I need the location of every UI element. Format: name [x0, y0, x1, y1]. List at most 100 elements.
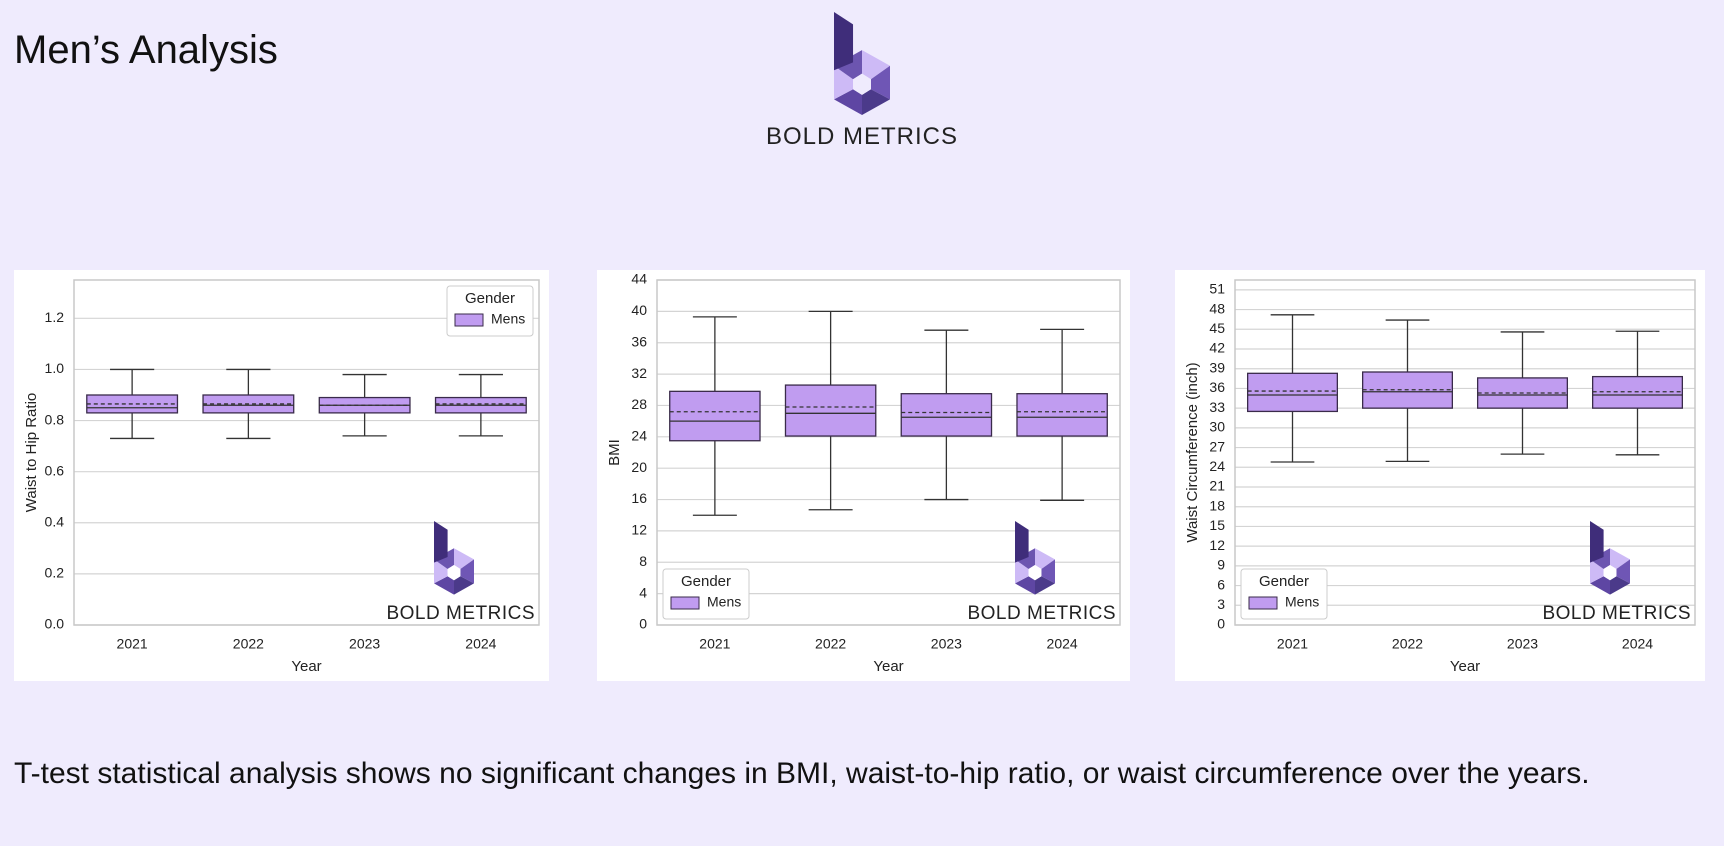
y-tick-label: 28 [631, 396, 647, 412]
legend-label: Mens [707, 594, 741, 610]
logo-shape [853, 73, 871, 95]
y-tick-label: 0.6 [45, 462, 65, 478]
x-tick-label: 2022 [815, 636, 846, 652]
y-tick-label: 16 [631, 490, 647, 506]
box [1591, 375, 1683, 409]
box [669, 390, 761, 442]
logo-shape [454, 576, 474, 595]
y-tick-label: 39 [1209, 359, 1225, 375]
y-tick-label: 27 [1209, 438, 1225, 454]
x-tick-label: 2023 [1507, 636, 1538, 652]
logo: BOLD METRICS [766, 12, 958, 150]
watermark-text: BOLD METRICS [1542, 603, 1691, 624]
logo-shape [1041, 559, 1055, 584]
x-tick-label: 2022 [1392, 636, 1423, 652]
logo-shape [1616, 559, 1630, 584]
chart-panel: 0.0 0.2 0.4 0.6 0.8 1.0 1.2 BOLD METRICS 2021 202… [14, 270, 549, 681]
logo-shape [1590, 576, 1610, 595]
x-tick-label: 2024 [465, 636, 496, 652]
y-tick-label: 0.0 [45, 616, 65, 632]
y-tick-label: 21 [1209, 478, 1225, 494]
logo-text: BOLD METRICS [766, 123, 958, 150]
legend-label: Mens [491, 311, 525, 327]
logo-shape [834, 89, 862, 116]
y-axis-label: Waist Circumference (inch) [1184, 362, 1201, 542]
legend-swatch [1248, 596, 1278, 610]
y-tick-label: 12 [631, 522, 647, 538]
y-tick-label: 40 [631, 302, 647, 318]
y-tick-label: 15 [1209, 517, 1225, 533]
y-tick-label: 36 [1209, 379, 1225, 395]
y-tick-label: 12 [1209, 537, 1225, 553]
y-tick-label: 24 [1209, 458, 1225, 474]
logo-shape [1035, 576, 1055, 595]
y-tick-label: 18 [1209, 497, 1225, 513]
logo-shape [862, 50, 890, 80]
y-tick-label: 48 [1209, 300, 1225, 316]
y-tick-label: 44 [631, 271, 647, 287]
y-tick-label: 0 [1217, 616, 1225, 632]
y-tick-label: 0.4 [45, 513, 65, 529]
x-tick-label: 2024 [1622, 636, 1653, 652]
x-tick-label: 2024 [1047, 636, 1078, 652]
legend-title: Gender [681, 573, 731, 590]
logo-shape [1015, 548, 1035, 569]
x-tick-label: 2023 [931, 636, 962, 652]
legend-title: Gender [465, 290, 515, 307]
box [900, 393, 993, 437]
logo-shape [434, 576, 454, 595]
logo-shape [1028, 565, 1042, 581]
legend-title: Gender [1259, 573, 1309, 590]
x-axis-label: Year [873, 658, 903, 675]
plot-frame [656, 279, 1121, 626]
y-tick-label: 1.0 [45, 360, 65, 376]
watermark-logo [434, 521, 474, 595]
x-tick-label: 2021 [117, 636, 148, 652]
y-tick-label: 32 [631, 365, 647, 381]
logo-shape [1610, 548, 1630, 569]
logo-mark [834, 12, 890, 116]
x-tick-label: 2023 [349, 636, 380, 652]
y-tick-label: 20 [631, 459, 647, 475]
y-tick-label: 1.2 [45, 309, 65, 325]
y-tick-label: 24 [631, 428, 647, 444]
logo-shape [460, 559, 474, 584]
logo-shape [1035, 548, 1055, 569]
y-tick-label: 42 [1209, 340, 1225, 356]
y-tick-label: 3 [1217, 596, 1225, 612]
x-axis-label: Year [291, 658, 321, 675]
logo-shape [1015, 576, 1035, 595]
watermark-text: BOLD METRICS [967, 603, 1116, 624]
logo-shape [1590, 559, 1604, 584]
y-tick-label: 33 [1209, 399, 1225, 415]
y-tick-label: 36 [631, 333, 647, 349]
x-tick-label: 2021 [1277, 636, 1308, 652]
x-axis-label: Year [1450, 658, 1480, 675]
caption: T-test statistical analysis shows no sig… [14, 757, 1590, 790]
logo-shape [434, 559, 448, 584]
legend-swatch [670, 596, 700, 610]
logo-shape [454, 548, 474, 569]
logo-shape [1015, 521, 1029, 563]
y-tick-label: 45 [1209, 320, 1225, 336]
plot-frame [73, 279, 540, 626]
logo-shape [447, 565, 461, 581]
legend-swatch [454, 313, 484, 327]
watermark-logo [1590, 521, 1630, 595]
logo-shape [834, 65, 854, 100]
box [1247, 372, 1338, 413]
x-tick-label: 2022 [233, 636, 264, 652]
plot-frame [1234, 279, 1696, 626]
logo-shape [834, 50, 862, 80]
y-tick-label: 51 [1209, 281, 1225, 297]
logo-shape [862, 89, 890, 116]
y-axis-label: BMI [606, 439, 623, 466]
logo-shape [1015, 559, 1029, 584]
logo-shape [434, 548, 454, 569]
legend-label: Mens [1285, 594, 1319, 610]
y-tick-label: 0 [639, 616, 647, 632]
logo-shape [1610, 576, 1630, 595]
